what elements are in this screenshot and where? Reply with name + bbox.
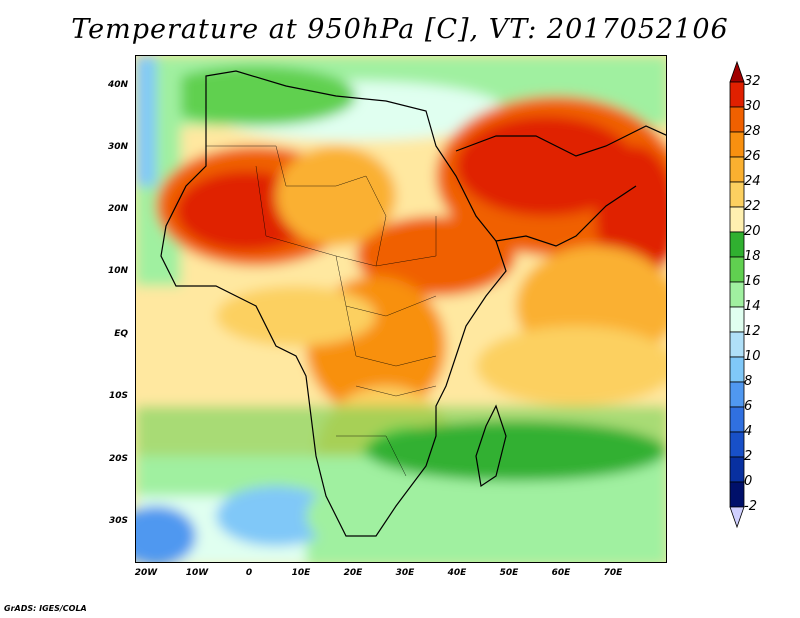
colorbar-swatch (729, 406, 745, 433)
colorbar-level-label: 14 (744, 299, 761, 314)
colorbar-level-label: 30 (744, 99, 761, 114)
colorbar-level-label: -2 (744, 499, 757, 514)
colorbar-swatch (729, 281, 745, 308)
colorbar-level-label: 32 (744, 74, 761, 89)
lon-label-10e: 10E (291, 568, 311, 578)
lon-label-50e: 50E (499, 568, 519, 578)
lat-label-10s: 10S (108, 391, 128, 401)
colorbar-swatch (729, 306, 745, 333)
lat-label-40n: 40N (107, 80, 128, 90)
colorbar-level-label: 10 (744, 349, 761, 364)
lon-label-10w: 10W (185, 568, 209, 578)
colorbar-top-arrow (729, 60, 745, 83)
footer-credit: GrADS: IGES/COLA (4, 604, 87, 613)
colorbar-swatch (729, 206, 745, 233)
colorbar-swatch (729, 381, 745, 408)
colorbar-swatch (729, 231, 745, 258)
colorbar-bottom-arrow (729, 506, 745, 529)
colorbar-level-label: 6 (744, 399, 753, 414)
lat-label-10n: 10N (107, 266, 128, 276)
temperature-map (136, 56, 666, 562)
lat-label-30s: 30S (108, 516, 128, 526)
colorbar-level-label: 28 (744, 124, 761, 139)
colorbar-swatch (729, 456, 745, 483)
colorbar-swatch (729, 156, 745, 183)
colorbar-swatch (729, 481, 745, 508)
colorbar (729, 60, 745, 529)
lon-label-0: 0 (245, 568, 253, 578)
colorbar-level-label: 8 (744, 374, 753, 389)
colorbar-swatch (729, 181, 745, 208)
lon-label-20w: 20W (134, 568, 158, 578)
country-borders (206, 145, 437, 477)
colorbar-level-label: 22 (744, 199, 761, 214)
lon-label-60e: 60E (551, 568, 571, 578)
lon-label-20e: 20E (343, 568, 363, 578)
colorbar-swatch (729, 331, 745, 358)
map-panel (135, 55, 667, 563)
chart-title: Temperature at 950hPa [C], VT: 201705210… (71, 14, 729, 45)
colorbar-swatch (729, 106, 745, 133)
colorbar-swatch (729, 256, 745, 283)
colorbar-level-label: 18 (744, 249, 761, 264)
lat-label-30n: 30N (107, 142, 128, 152)
colorbar-level-label: 0 (744, 474, 753, 489)
colorbar-level-label: 24 (744, 174, 761, 189)
colorbar-level-label: 2 (744, 449, 753, 464)
coastlines (160, 70, 666, 537)
lon-label-70e: 70E (603, 568, 623, 578)
colorbar-level-label: 20 (744, 224, 761, 239)
colorbar-swatch (729, 356, 745, 383)
lat-label-eq: EQ (114, 329, 128, 339)
colorbar-level-label: 26 (744, 149, 761, 164)
lat-label-20s: 20S (108, 454, 128, 464)
colorbar-swatch (729, 131, 745, 158)
lon-label-40e: 40E (447, 568, 467, 578)
colorbar-swatch (729, 431, 745, 458)
lat-label-20n: 20N (107, 204, 128, 214)
colorbar-level-label: 16 (744, 274, 761, 289)
colorbar-swatch (729, 81, 745, 108)
colorbar-level-label: 12 (744, 324, 761, 339)
lon-label-30e: 30E (395, 568, 415, 578)
colorbar-level-label: 4 (744, 424, 753, 439)
